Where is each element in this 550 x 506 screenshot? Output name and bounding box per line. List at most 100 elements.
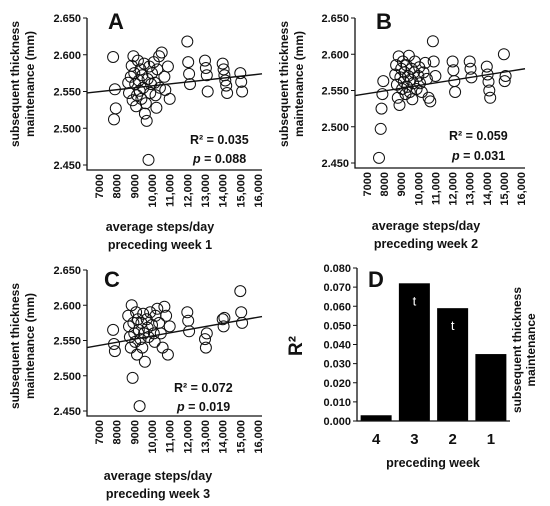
y-tick-label-b-3: 2.600 <box>321 49 349 61</box>
x-axis-label-c-line-1: average steps/day <box>104 469 212 483</box>
axes-b <box>354 18 525 169</box>
x-tick-label-c-0: 7000 <box>94 420 106 444</box>
y-tick-label-d-4: 0.040 <box>323 340 351 352</box>
data-point-c-43 <box>199 341 212 354</box>
x-tick-label-d-1: 3 <box>410 431 418 448</box>
data-point-c-42 <box>199 333 211 346</box>
data-point-a-46 <box>184 78 196 91</box>
data-point-a-33 <box>149 89 162 102</box>
data-point-a-45 <box>183 67 196 80</box>
data-point-a-9 <box>127 50 140 63</box>
x-tick-label-c-6: 13,000 <box>200 420 212 454</box>
y-axis-label-a-line-1: subsequent thickness <box>8 21 22 147</box>
y-tick-label-d-3: 0.030 <box>323 359 351 371</box>
y-axis-label-b-line-2: maintenance (mm) <box>292 31 306 137</box>
data-point-a-54 <box>219 74 232 87</box>
data-point-a-47 <box>199 54 211 67</box>
x-axis-label-b-line-1: average steps/day <box>372 219 480 233</box>
y-tick-label-c-0: 2.450 <box>53 406 81 418</box>
data-point-a-41 <box>161 60 174 73</box>
data-point-a-2 <box>109 102 122 115</box>
y-tick-label-d-0: 0.000 <box>323 416 351 428</box>
x-tick-label-c-4: 11,000 <box>165 420 177 453</box>
x-tick-label-b-0: 7000 <box>362 172 374 196</box>
axes-d <box>356 268 510 422</box>
x-tick-label-c-1: 8000 <box>112 420 124 444</box>
data-point-b-1 <box>374 122 387 135</box>
data-point-b-46 <box>463 55 476 68</box>
y-tick-label-b-0: 2.450 <box>321 158 349 170</box>
x-tick-label-b-4: 11,000 <box>430 172 442 205</box>
x-tick-label-b-3: 10,000 <box>413 172 425 206</box>
bar-week-2 <box>437 308 469 421</box>
data-point-b-25 <box>406 93 419 106</box>
data-point-b-50 <box>481 68 494 81</box>
y-tick-label-c-4: 2.650 <box>53 265 81 277</box>
data-points-b <box>373 35 512 164</box>
data-point-b-10 <box>393 99 406 111</box>
y-axis-label-b-line-1: subsequent thickness <box>277 21 291 147</box>
panel-d: D R² subsequent thickness maintenance 0.… <box>286 263 538 470</box>
x-tick-label-b-5: 12,000 <box>448 172 460 206</box>
y-tick-label-a-1: 2.500 <box>53 123 81 135</box>
data-point-c-31 <box>151 302 164 315</box>
x-tick-label-a-8: 15,000 <box>235 174 247 208</box>
panel-b: B subsequent thickness maintenance (mm) … <box>277 9 528 251</box>
panel-c: C subsequent thickness maintenance (mm) … <box>8 265 265 501</box>
y-tick-label-d-5: 0.050 <box>323 320 351 332</box>
x-tick-label-a-3: 10,000 <box>147 174 159 208</box>
r-squared-a: R² = 0.035 <box>190 133 249 147</box>
data-point-b-39 <box>426 35 439 48</box>
y-tick-labels-c: 2.450 2.500 2.550 2.600 2.650 <box>53 265 87 418</box>
x-tick-label-c-7: 14,000 <box>218 420 230 454</box>
data-point-b-3 <box>376 88 389 101</box>
data-point-b-43 <box>447 64 460 77</box>
data-point-b-45 <box>449 86 462 98</box>
data-point-c-36 <box>160 309 173 322</box>
data-point-b-2 <box>375 102 388 115</box>
data-point-c-45 <box>216 313 229 326</box>
data-point-c-39 <box>181 306 194 319</box>
x-tick-label-d-0: 4 <box>372 431 381 448</box>
y-axis-label-a-line-2: maintenance (mm) <box>23 31 37 137</box>
data-point-a-27 <box>143 60 156 73</box>
x-tick-label-a-6: 13,000 <box>200 174 212 208</box>
data-point-b-4 <box>377 75 390 88</box>
data-point-b-53 <box>484 91 497 104</box>
bar-mark-week-2: t <box>451 318 455 333</box>
data-point-c-12 <box>130 306 143 319</box>
data-point-c-7 <box>125 299 138 312</box>
x-tick-label-d-3: 1 <box>487 431 495 448</box>
x-tick-labels-b: 7000 8000 9000 10,000 11,000 12,000 13,000 14,0… <box>362 172 528 206</box>
data-point-c-48 <box>234 285 247 298</box>
x-tick-labels-c: 7000 8000 9000 10,000 11,000 12,000 13,000 14,0… <box>94 420 265 454</box>
x-tick-label-b-9: 16,000 <box>516 172 528 206</box>
axes-c <box>86 270 262 417</box>
y-axis-label-c-line-1: subsequent thickness <box>8 283 22 409</box>
data-points-c <box>107 285 249 413</box>
right-label-d-line-2: maintenance <box>524 313 538 387</box>
y-tick-label-a-0: 2.450 <box>53 160 81 172</box>
data-point-b-55 <box>498 75 511 88</box>
x-tick-label-c-8: 15,000 <box>235 420 247 454</box>
data-point-c-2 <box>108 345 121 358</box>
p-number-b: = 0.031 <box>460 149 506 163</box>
data-point-c-37 <box>161 348 174 361</box>
y-tick-label-d-7: 0.070 <box>323 282 351 294</box>
trend-line-b <box>354 68 526 97</box>
x-tick-label-c-9: 16,000 <box>253 420 265 454</box>
data-point-a-43 <box>181 35 194 48</box>
data-point-a-23 <box>139 97 152 110</box>
data-point-b-24 <box>405 62 418 75</box>
bar-week-1 <box>475 354 507 421</box>
data-point-b-0 <box>373 151 385 164</box>
y-tick-labels-a: 2.450 2.500 2.550 2.600 2.650 <box>53 13 87 172</box>
x-tick-label-a-5: 12,000 <box>182 174 194 208</box>
x-tick-label-a-1: 8000 <box>112 174 124 198</box>
right-label-d-line-1: subsequent thickness <box>510 287 524 413</box>
x-axis-label-d: preceding week <box>386 456 480 470</box>
panel-a: A subsequent thickness maintenance (mm) … <box>8 9 265 252</box>
x-tick-label-b-8: 15,000 <box>499 172 511 206</box>
data-point-b-21 <box>402 49 415 62</box>
y-tick-label-d-1: 0.010 <box>323 397 351 409</box>
